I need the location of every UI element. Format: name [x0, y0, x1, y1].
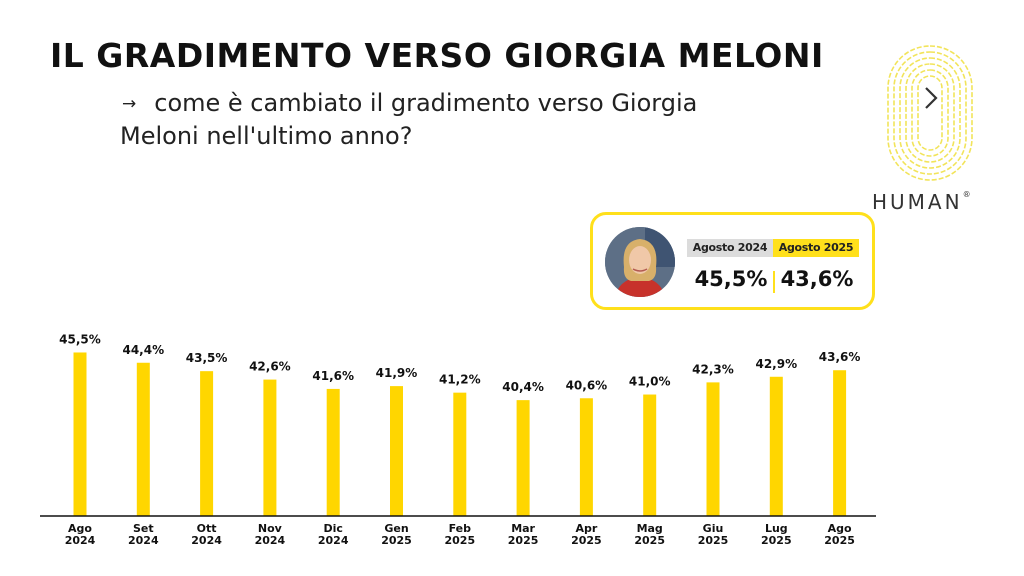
- data-label: 44,4%: [122, 343, 164, 357]
- data-label: 40,4%: [502, 380, 544, 394]
- comparison-card: Agosto 2024 Agosto 2025 45,5% 43,6%: [590, 212, 875, 310]
- label-agosto-2025: Agosto 2025: [773, 239, 859, 257]
- bar-gen-2025: [390, 386, 403, 516]
- bar-lug-2025: [769, 376, 783, 516]
- label-agosto-2024: Agosto 2024: [687, 239, 773, 257]
- data-label: 42,9%: [755, 357, 797, 371]
- page-title: IL GRADIMENTO VERSO GIORGIA MELONI: [50, 36, 824, 75]
- data-label: 42,3%: [692, 362, 734, 376]
- brand-name: HUMAN®: [872, 190, 971, 214]
- x-tick-label: Dic 2024: [318, 522, 349, 547]
- bar-feb-2025: [453, 392, 467, 516]
- data-label: 41,0%: [629, 375, 671, 389]
- bar-mag-2025: [643, 394, 657, 516]
- x-tick-label: Apr 2025: [571, 522, 602, 547]
- avatar: [605, 227, 675, 297]
- x-tick-label: Set 2024: [128, 522, 159, 547]
- bar-ago-2025: [833, 370, 847, 516]
- data-label: 43,6%: [819, 350, 861, 364]
- value-agosto-2024: 45,5%: [694, 267, 768, 291]
- x-tick-label: Ott 2024: [191, 522, 222, 547]
- bar-dic-2024: [326, 388, 340, 516]
- x-tick-label: Ago 2025: [824, 522, 855, 547]
- x-tick-label: Lug 2025: [761, 522, 792, 547]
- value-divider: [773, 271, 775, 293]
- bar-apr-2025: [579, 398, 593, 516]
- x-tick-label: Mag 2025: [634, 522, 665, 547]
- data-label: 45,5%: [59, 332, 101, 346]
- data-label: 41,2%: [439, 373, 481, 387]
- x-tick-label: Gen 2025: [381, 522, 412, 547]
- bar-ago-2024: [73, 352, 87, 516]
- x-tick-label: Ago 2024: [65, 522, 96, 547]
- subtitle-text: come è cambiato il gradimento verso Gior…: [120, 89, 698, 150]
- x-tick-label: Giu 2025: [698, 522, 729, 547]
- data-label: 41,6%: [312, 369, 354, 383]
- bar-mar-2025: [516, 400, 530, 516]
- value-agosto-2025: 43,6%: [780, 267, 854, 291]
- x-tick-label: Mar 2025: [508, 522, 539, 547]
- bar-nov-2024: [263, 379, 277, 516]
- fingerprint-icon: [887, 45, 973, 181]
- portrait-image: [605, 227, 675, 297]
- bar-set-2024: [136, 362, 150, 516]
- data-label: 41,9%: [376, 366, 418, 380]
- arrow-right-icon: →: [122, 94, 137, 114]
- data-label: 43,5%: [186, 351, 228, 365]
- data-label: 40,6%: [566, 378, 608, 392]
- x-tick-label: Feb 2025: [444, 522, 475, 547]
- human-logo: HUMAN®: [870, 42, 990, 214]
- registered-mark: ®: [962, 190, 971, 200]
- bar-ott-2024: [200, 371, 214, 516]
- subtitle: → come è cambiato il gradimento verso Gio…: [120, 88, 760, 151]
- x-tick-label: Nov 2024: [255, 522, 286, 547]
- data-label: 42,6%: [249, 360, 291, 374]
- bar-giu-2025: [706, 382, 720, 516]
